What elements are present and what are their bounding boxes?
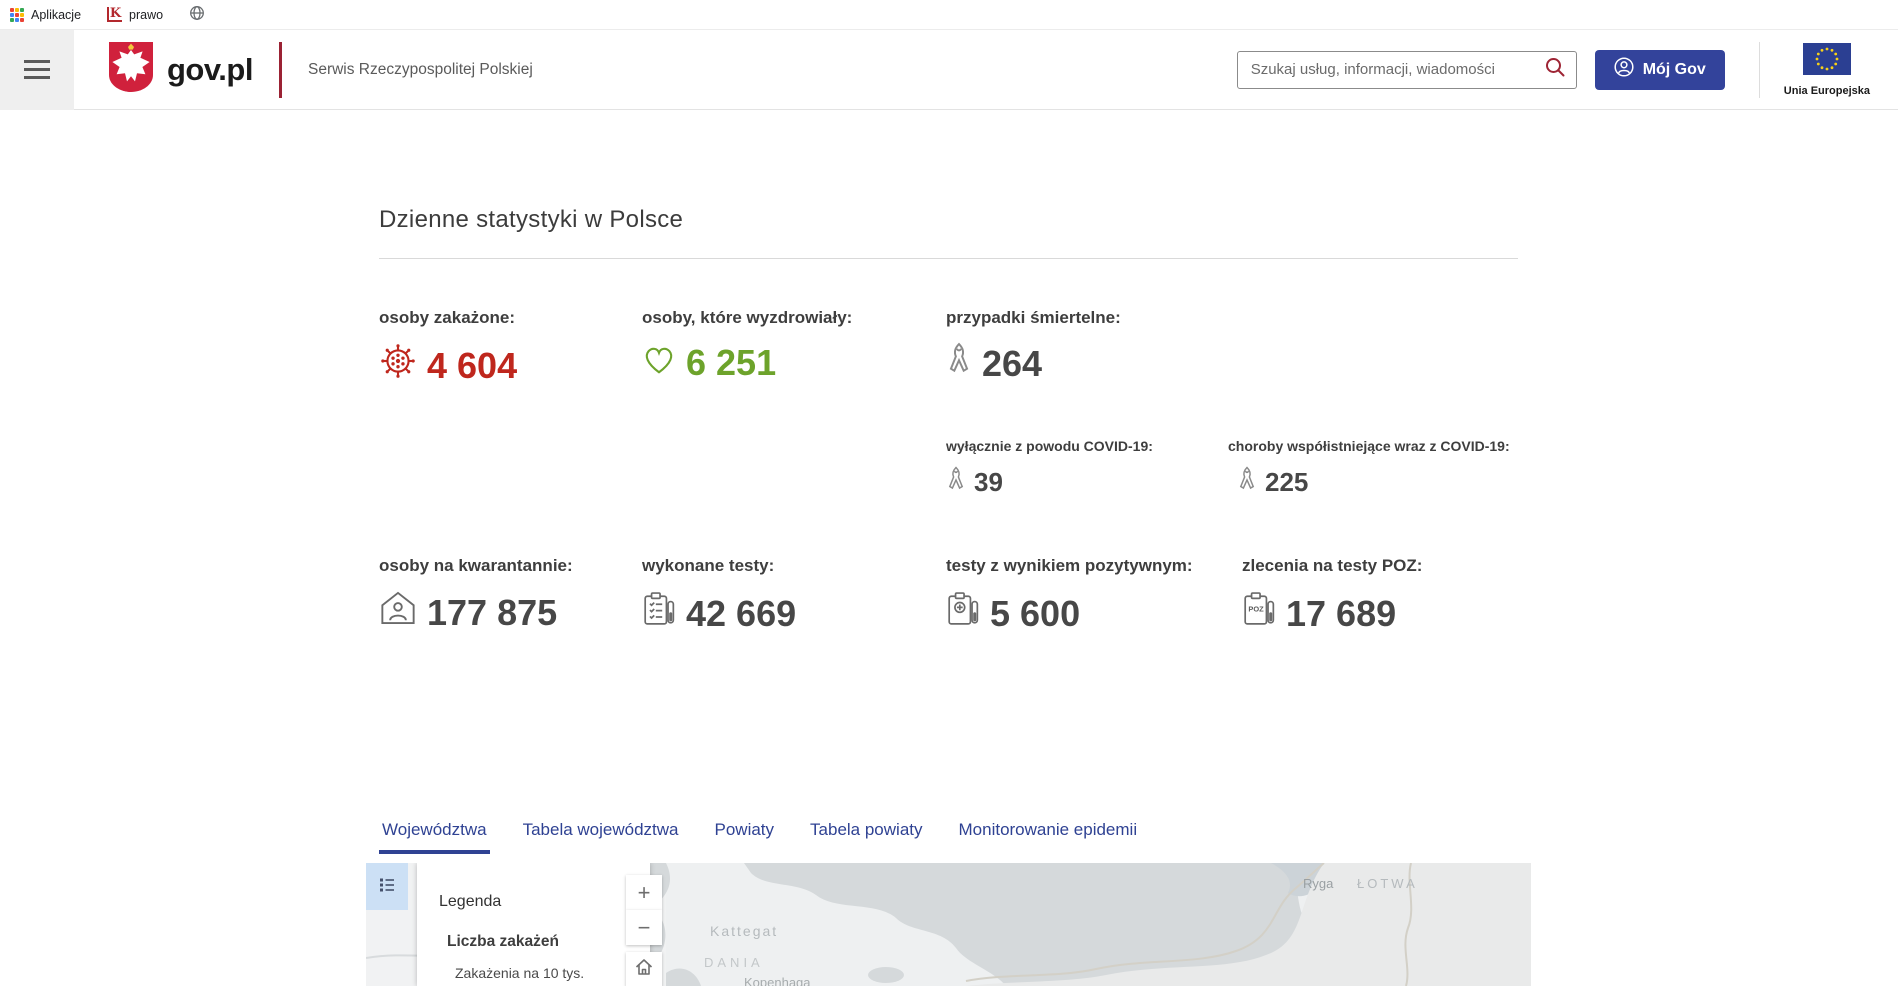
globe-icon <box>189 5 205 24</box>
epidemic-map[interactable]: Kattegat Kopenhaga DANIA Ryga ŁOTWA Lege… <box>366 863 1531 986</box>
heart-icon <box>642 342 676 384</box>
legend-section-title: Liczba zakażeń <box>447 933 559 950</box>
search-icon[interactable] <box>1544 56 1566 83</box>
hamburger-menu-button[interactable] <box>0 29 74 110</box>
poz-clipboard-icon: POZ <box>1242 590 1276 637</box>
stat-deaths-value: 264 <box>982 342 1043 384</box>
page-title: Dzienne statystyki w Polsce <box>379 206 684 233</box>
map-home-button[interactable] <box>626 952 662 986</box>
eu-label: Unia Europejska <box>1783 84 1870 97</box>
map-tabs: Województwa Tabela województwa Powiaty T… <box>379 820 1140 854</box>
tab-monitorowanie[interactable]: Monitorowanie epidemii <box>958 820 1138 839</box>
stat-quarantine-value: 177 875 <box>427 591 558 633</box>
govpl-logo[interactable]: gov.pl <box>108 41 253 98</box>
browser-bookmarks-bar: Aplikacje K prawo <box>0 0 1898 30</box>
tab-powiaty[interactable]: Powiaty <box>714 820 775 839</box>
apps-grid-icon <box>10 7 24 22</box>
quarantine-house-icon <box>379 590 417 635</box>
search-input[interactable] <box>1250 61 1544 78</box>
virus-icon <box>379 342 417 389</box>
moj-gov-label: Mój Gov <box>1642 60 1706 78</box>
tab-wojewodztwa[interactable]: Województwa <box>379 820 490 854</box>
stat-quarantine: osoby na kwarantannie: 177 875 <box>379 556 573 635</box>
search-box <box>1236 50 1577 89</box>
stat-poz-orders: zlecenia na testy POZ: POZ 17 689 <box>1242 556 1422 637</box>
legend-toggle-button[interactable] <box>366 863 408 910</box>
header-divider <box>1758 41 1760 98</box>
stat-tests-label: wykonane testy: <box>642 556 775 575</box>
page-content: Dzienne statystyki w Polsce osoby zakażo… <box>0 110 1898 986</box>
stat-infected-label: osoby zakażone: <box>379 308 516 327</box>
tab-tabela-wojewodztwa[interactable]: Tabela województwa <box>522 820 679 839</box>
legend-title: Legenda <box>439 893 502 910</box>
map-label-dania: DANIA <box>704 955 764 970</box>
map-zoom-out-button[interactable]: − <box>626 910 662 945</box>
substat-covid-only-label: wyłącznie z powodu COVID-19: <box>946 438 1153 454</box>
header-red-divider <box>278 41 282 98</box>
stat-poz-orders-label: zlecenia na testy POZ: <box>1242 556 1423 575</box>
eu-block: Unia Europejska <box>1783 42 1870 97</box>
stat-quarantine-label: osoby na kwarantannie: <box>379 556 573 575</box>
stat-deaths: przypadki śmiertelne: 264 <box>946 308 1121 385</box>
ribbon-icon <box>1237 466 1257 499</box>
bookmark-globe[interactable] <box>189 5 205 24</box>
eu-flag-icon <box>1802 42 1851 80</box>
moj-gov-button[interactable]: Mój Gov <box>1594 49 1725 90</box>
bookmark-prawo[interactable]: K prawo <box>107 7 163 22</box>
site-header: gov.pl Serwis Rzeczypospolitej Polskiej … <box>0 29 1898 110</box>
substat-comorbid: choroby współistniejące wraz z COVID-19:… <box>1228 438 1510 499</box>
tab-tabela-powiaty[interactable]: Tabela powiaty <box>810 820 923 839</box>
substat-comorbid-value: 225 <box>1265 467 1309 497</box>
stat-recovered-label: osoby, które wyzdrowiały: <box>642 308 853 327</box>
stat-recovered-value: 6 251 <box>686 342 777 383</box>
stat-infected: osoby zakażone: <box>379 308 517 389</box>
substat-comorbid-label: choroby współistniejące wraz z COVID-19: <box>1228 438 1510 454</box>
header-tagline: Serwis Rzeczypospolitej Polskiej <box>307 60 533 78</box>
test-clipboard-icon <box>642 590 676 637</box>
positive-test-icon <box>946 590 980 637</box>
stat-poz-orders-value: 17 689 <box>1286 592 1397 634</box>
substat-covid-only: wyłącznie z powodu COVID-19: 39 <box>946 438 1153 499</box>
map-label-ryga: Ryga <box>1303 876 1334 891</box>
bookmark-apps[interactable]: Aplikacje <box>10 7 82 22</box>
home-icon <box>633 956 655 984</box>
map-label-kattegat: Kattegat <box>710 923 779 939</box>
map-label-lotwa: ŁOTWA <box>1357 876 1418 891</box>
ribbon-icon <box>946 466 966 499</box>
bookmark-prawo-label: prawo <box>129 7 164 22</box>
substat-covid-only-value: 39 <box>974 467 1003 497</box>
user-circle-icon <box>1614 57 1634 82</box>
stat-infected-value: 4 604 <box>427 344 518 386</box>
poland-eagle-crest-icon <box>108 41 154 98</box>
stat-positive-tests-label: testy z wynikiem pozytywnym: <box>946 556 1193 575</box>
legend-item: Zakażenia na 10 tys. <box>455 965 585 981</box>
stat-positive-tests-value: 5 600 <box>990 592 1081 634</box>
bookmark-apps-label: Aplikacje <box>31 7 82 22</box>
svg-text:POZ: POZ <box>1248 605 1264 614</box>
govpl-logo-text: gov.pl <box>167 51 253 87</box>
stat-tests-value: 42 669 <box>686 592 797 634</box>
legend-list-icon <box>378 876 396 897</box>
stat-deaths-label: przypadki śmiertelne: <box>946 308 1121 327</box>
legend-panel: Legenda Liczba zakażeń Zakażenia na 10 t… <box>417 863 650 986</box>
ribbon-icon <box>946 342 972 385</box>
map-zoom-in-button[interactable]: + <box>626 875 662 910</box>
stat-tests: wykonane testy: 42 669 <box>642 556 796 637</box>
map-label-kopenhaga: Kopenhaga <box>744 975 811 986</box>
title-divider <box>379 258 1518 259</box>
stat-positive-tests: testy z wynikiem pozytywnym: 5 600 <box>946 556 1193 637</box>
k-favicon-icon: K <box>107 7 123 22</box>
stat-recovered: osoby, które wyzdrowiały: 6 251 <box>642 308 852 384</box>
